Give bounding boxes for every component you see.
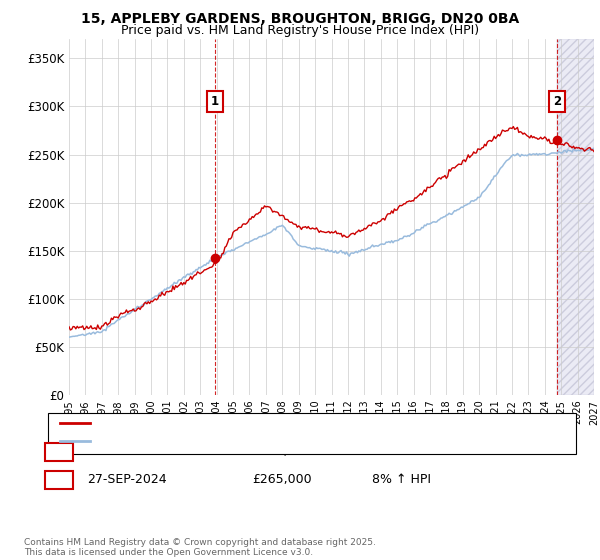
Bar [557,39,594,395]
Text: £265,000: £265,000 [252,473,311,487]
Text: 15, APPLEBY GARDENS, BROUGHTON, BRIGG, DN20 0BA: 15, APPLEBY GARDENS, BROUGHTON, BRIGG, D… [81,12,519,26]
Text: 1: 1 [55,445,63,459]
Text: 8% ↑ HPI: 8% ↑ HPI [372,473,431,487]
Text: 1: 1 [211,95,219,108]
Text: 27-SEP-2024: 27-SEP-2024 [87,473,167,487]
Bar [557,39,594,395]
Text: 2: 2 [55,473,63,487]
Text: 2: 2 [553,95,561,108]
Text: Price paid vs. HM Land Registry's House Price Index (HPI): Price paid vs. HM Land Registry's House … [121,24,479,36]
Text: £142,000: £142,000 [252,445,311,459]
Text: 15, APPLEBY GARDENS, BROUGHTON, BRIGG, DN20 0BA (detached house): 15, APPLEBY GARDENS, BROUGHTON, BRIGG, D… [93,418,509,428]
Text: HPI: Average price, detached house, North Lincolnshire: HPI: Average price, detached house, Nort… [93,436,401,446]
Text: Contains HM Land Registry data © Crown copyright and database right 2025.
This d: Contains HM Land Registry data © Crown c… [24,538,376,557]
Text: 14% ↑ HPI: 14% ↑ HPI [372,445,439,459]
Text: 14-NOV-2003: 14-NOV-2003 [87,445,170,459]
